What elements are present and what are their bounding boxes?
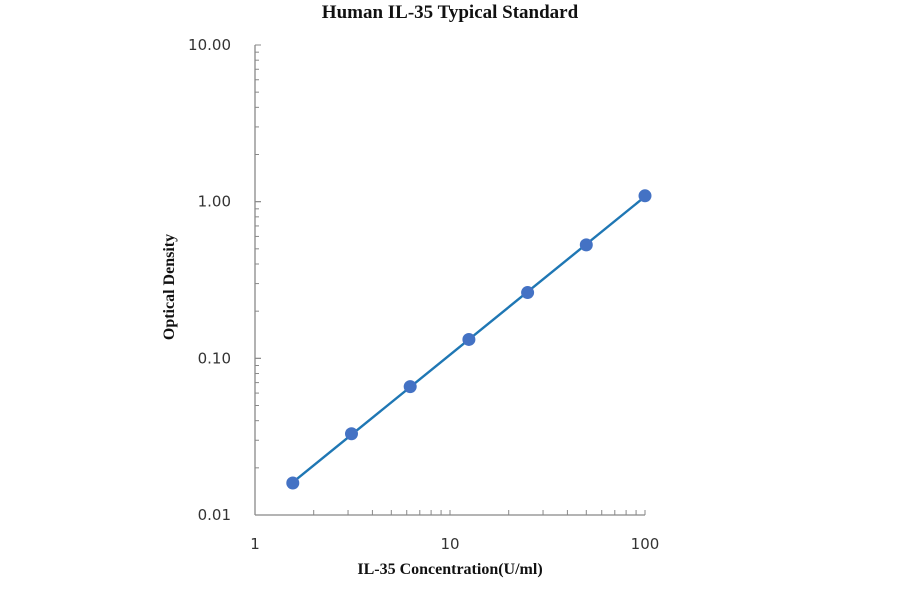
x-axis-label: IL-35 Concentration(U/ml) [357,561,543,578]
data-point [462,332,476,346]
chart-title: Human IL-35 Typical Standard [321,2,579,23]
y-tick-label: 10.00 [188,36,231,54]
data-point [521,286,535,300]
data-series [286,189,652,490]
x-tick-label: 10 [440,535,459,553]
tick-labels: 0.01 0.10 1.00 10.00 1 10 100 [188,36,659,553]
data-point [344,427,358,441]
data-point [579,238,593,252]
data-point [638,189,652,203]
axes [254,44,646,516]
x-tick-label: 100 [631,535,660,553]
y-tick-label: 0.10 [198,349,231,367]
data-point [403,380,417,394]
y-tick-label: 0.01 [198,506,231,524]
data-point [286,476,300,490]
x-tick-label: 1 [250,535,260,553]
y-tick-label: 1.00 [198,193,231,211]
